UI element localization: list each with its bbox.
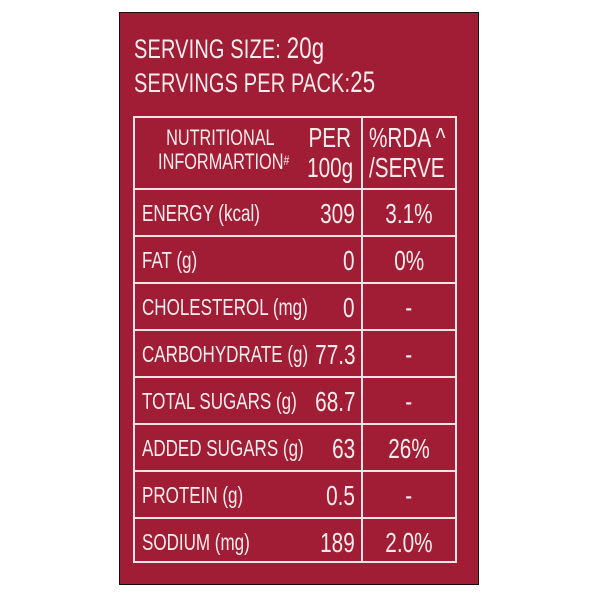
nutrient-name: ENERGY (kcal) <box>142 200 260 226</box>
table-row-total-sugars: TOTAL SUGARS (g) 68.7 - <box>135 378 455 425</box>
header-per-100g: PER 100g <box>295 123 365 183</box>
per-100g-value: 0.5 <box>326 480 355 511</box>
table-row-cholesterol: CHOLESTEROL (mg) 0 - <box>135 284 455 331</box>
header-rda-line1: %RDA ^ <box>369 122 446 153</box>
servings-per-pack: SERVINGS PER PACK:25 <box>134 66 460 99</box>
rda-value: 26% <box>388 433 430 464</box>
serving-size-value: 20g <box>286 32 325 65</box>
header-name-line2: INFORMARTION <box>158 149 284 174</box>
row-divider <box>135 329 455 331</box>
header-rda-line2: /SERVE <box>369 152 445 183</box>
column-divider <box>361 118 363 561</box>
nutrient-name: ADDED SUGARS (g) <box>142 435 304 461</box>
per-100g-value: 68.7 <box>314 386 355 417</box>
nutrient-name: SODIUM (mg) <box>142 529 250 555</box>
table-row-energy: ENERGY (kcal) 309 3.1% <box>135 190 455 237</box>
row-divider <box>135 235 455 237</box>
row-divider <box>135 517 455 519</box>
header-nutritional-information: NUTRITIONAL INFORMARTION# <box>135 126 305 174</box>
row-divider <box>135 470 455 472</box>
table-row-fat: FAT (g) 0 0% <box>135 237 455 284</box>
header-rda-per-serve: %RDA ^ /SERVE <box>369 123 459 183</box>
row-divider <box>135 282 455 284</box>
nutrient-name: FAT (g) <box>142 247 198 273</box>
header-per-line1: PER <box>308 122 352 153</box>
serving-size-label: SERVING SIZE: <box>134 34 287 64</box>
rda-value: - <box>405 480 413 511</box>
table-row-protein: PROTEIN (g) 0.5 - <box>135 472 455 519</box>
row-divider <box>135 188 455 190</box>
header-per-line2: 100g <box>306 152 354 183</box>
footnote-mark: # <box>283 152 290 168</box>
header-name-line1: NUTRITIONAL <box>165 125 275 150</box>
serving-size: SERVING SIZE: 20g <box>134 32 391 65</box>
table-row-added-sugars: ADDED SUGARS (g) 63 26% <box>135 425 455 472</box>
per-100g-value: 189 <box>320 527 355 558</box>
rda-value: - <box>405 292 413 323</box>
nutrition-table: NUTRITIONAL INFORMARTION# PER 100g %RDA … <box>133 116 457 563</box>
nutrition-label-panel: SERVING SIZE: 20g SERVINGS PER PACK:25 N… <box>119 12 479 585</box>
rda-value: - <box>405 339 413 370</box>
nutrient-name: TOTAL SUGARS (g) <box>142 388 297 414</box>
rda-value: 3.1% <box>385 198 433 229</box>
per-100g-value: 63 <box>331 433 355 464</box>
per-100g-value: 0 <box>343 245 355 276</box>
rda-value: - <box>405 386 413 417</box>
per-100g-value: 77.3 <box>314 339 355 370</box>
servings-per-pack-label: SERVINGS PER PACK: <box>134 68 351 98</box>
nutrient-name: PROTEIN (g) <box>142 482 244 508</box>
rda-value: 2.0% <box>385 527 433 558</box>
nutrient-name: CHOLESTEROL (mg) <box>142 294 308 320</box>
row-divider <box>135 376 455 378</box>
nutrient-name: CARBOHYDRATE (g) <box>142 341 309 367</box>
row-divider <box>135 423 455 425</box>
table-row-carbohydrate: CARBOHYDRATE (g) 77.3 - <box>135 331 455 378</box>
servings-per-pack-value: 25 <box>350 66 376 99</box>
table-row-sodium: SODIUM (mg) 189 2.0% <box>135 519 455 566</box>
per-100g-value: 0 <box>343 292 355 323</box>
per-100g-value: 309 <box>320 198 355 229</box>
rda-value: 0% <box>394 245 424 276</box>
